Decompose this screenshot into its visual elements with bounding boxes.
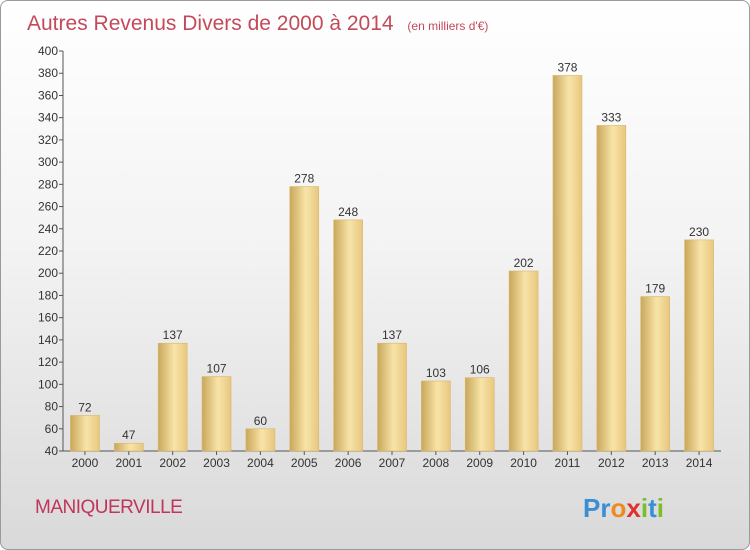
- x-tick-label-2006: 2006: [335, 456, 362, 470]
- value-label-2010: 202: [514, 256, 534, 270]
- bar-2005: [289, 186, 320, 452]
- value-label-2014: 230: [689, 225, 709, 239]
- y-tick-label: 340: [38, 111, 58, 125]
- x-tick-label-2004: 2004: [247, 456, 274, 470]
- y-tick-label: 380: [38, 66, 58, 80]
- x-tick-label-2005: 2005: [291, 456, 318, 470]
- bar-2013: [640, 296, 671, 452]
- logo-letter: i: [657, 493, 664, 523]
- x-tick-label-2013: 2013: [642, 456, 669, 470]
- y-tick-label: 160: [38, 311, 58, 325]
- bar-2003: [201, 376, 232, 452]
- value-label-2008: 103: [426, 366, 446, 380]
- logo-letter: x: [626, 493, 641, 523]
- bar-2007: [377, 342, 407, 452]
- bar-2012: [596, 125, 627, 452]
- logo-letter: o: [610, 493, 626, 523]
- y-tick-label: 260: [38, 200, 58, 214]
- y-tick-label: 280: [38, 177, 58, 191]
- bar-2002: [157, 342, 188, 452]
- value-label-2000: 72: [78, 400, 92, 414]
- chart-title: Autres Revenus Divers de 2000 à 2014: [27, 12, 394, 35]
- value-label-2002: 137: [163, 328, 183, 342]
- chart-subtitle: (en milliers d'€): [407, 19, 488, 33]
- value-label-2011: 378: [557, 60, 577, 74]
- x-tick-label-2014: 2014: [686, 456, 713, 470]
- value-label-2001: 47: [122, 428, 136, 442]
- value-label-2013: 179: [645, 282, 665, 296]
- y-tick-label: 200: [38, 266, 58, 280]
- bar-2014: [684, 239, 714, 452]
- value-label-2012: 333: [601, 110, 621, 124]
- y-tick-label: 100: [38, 377, 58, 391]
- svg-text:Autres Revenus Divers de 2000: Autres Revenus Divers de 2000 à 2014 (en…: [27, 12, 488, 35]
- bar-2009: [464, 377, 495, 452]
- bar-2000: [70, 415, 100, 452]
- x-tick-label-2012: 2012: [598, 456, 625, 470]
- y-tick-label: 60: [45, 422, 59, 436]
- proxiti-logo: Proxiti: [583, 493, 664, 523]
- x-tick-label-2011: 2011: [555, 456, 581, 470]
- x-tick-label-2003: 2003: [203, 456, 230, 470]
- value-label-2003: 107: [207, 362, 227, 376]
- logo-letter: r: [600, 493, 610, 523]
- y-tick-label: 360: [38, 88, 58, 102]
- x-tick-label-2000: 2000: [72, 456, 99, 470]
- bar-2008: [421, 380, 451, 452]
- y-tick-label: 180: [38, 288, 58, 302]
- bars: 72 47 137 107 60 278 248 137 103 106 202 378 333 179 2…: [70, 60, 714, 452]
- x-tick-label-2009: 2009: [466, 456, 493, 470]
- y-tick-label: 140: [38, 333, 58, 347]
- bar-2010: [508, 270, 539, 452]
- bar-2004: [245, 428, 276, 452]
- x-tick-label-2010: 2010: [510, 456, 537, 470]
- x-tick-label-2001: 2001: [115, 456, 142, 470]
- x-tick-label-2002: 2002: [159, 456, 186, 470]
- logo-letter: t: [648, 493, 657, 523]
- y-tick-label: 40: [45, 444, 59, 458]
- y-tick-label: 320: [38, 133, 58, 147]
- x-tick-label-2007: 2007: [379, 456, 406, 470]
- value-label-2009: 106: [470, 363, 490, 377]
- y-tick-label: 240: [38, 222, 58, 236]
- y-tick-label: 400: [38, 44, 58, 58]
- y-tick-label: 120: [38, 355, 58, 369]
- bar-2011: [552, 75, 583, 452]
- y-tick-label: 220: [38, 244, 58, 258]
- logo-letter: P: [583, 493, 600, 523]
- value-label-2006: 248: [338, 205, 358, 219]
- x-axis: 2000 2001 2002 2003 2004 2005 2006 2007 2008 2009…: [63, 450, 721, 470]
- y-tick-label: 80: [45, 400, 59, 414]
- x-tick-label-2008: 2008: [423, 456, 450, 470]
- value-label-2007: 137: [382, 328, 402, 342]
- value-label-2005: 278: [294, 172, 314, 186]
- y-axis: 40 60 80 100 120 140 160 180 200 220 240 260 280 300 3…: [38, 44, 64, 458]
- logo-letter: i: [641, 493, 648, 523]
- bar-2006: [333, 219, 363, 452]
- bar-2001: [114, 442, 144, 452]
- town-name: MANIQUERVILLE: [35, 497, 182, 518]
- value-label-2004: 60: [254, 414, 268, 428]
- y-tick-label: 300: [38, 155, 58, 169]
